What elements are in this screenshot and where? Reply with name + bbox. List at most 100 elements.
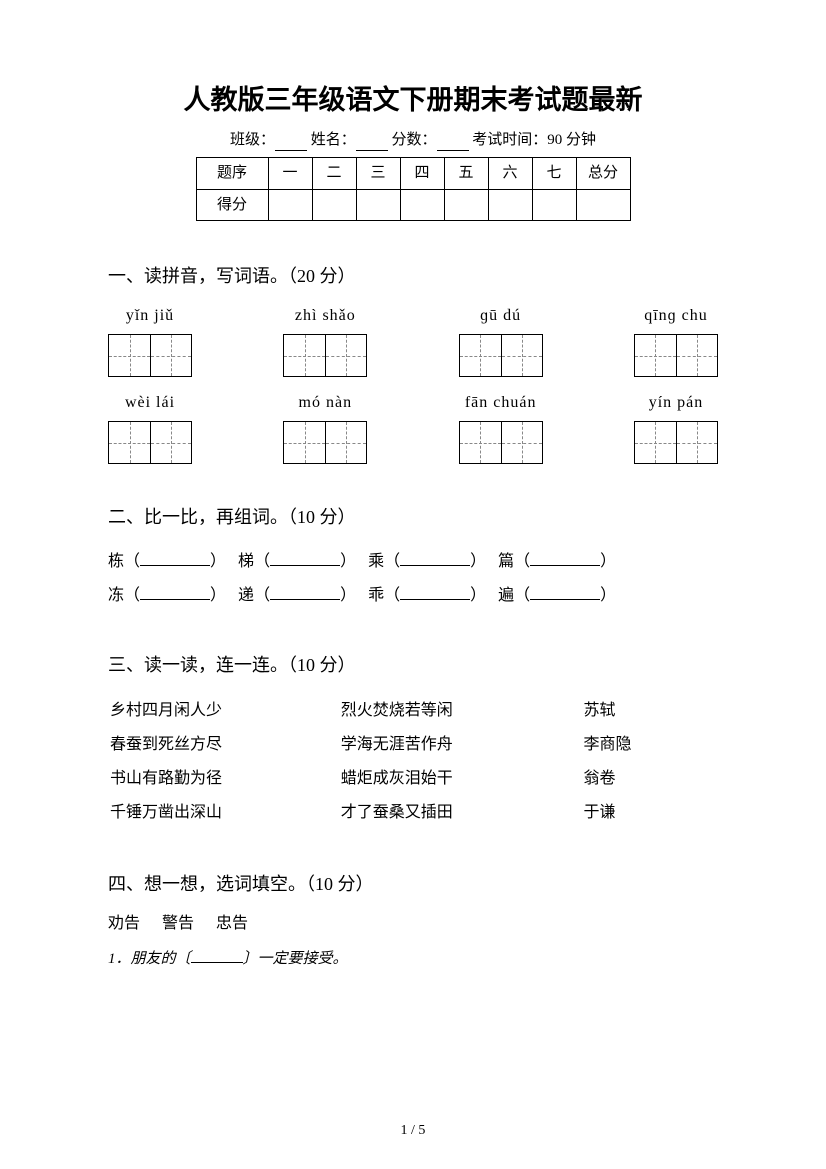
tianzige-box[interactable] [108, 334, 192, 377]
section-4-heading: 四、想一想，选词填空。（10 分） [108, 871, 718, 898]
match-table: 乡村四月闲人少 烈火焚烧若等闲 苏轼 春蚕到死丝方尽 学海无涯苦作舟 李商隐 书… [108, 693, 718, 831]
score-label: 分数： [392, 132, 437, 148]
page-title: 人教版三年级语文下册期末考试题最新 [108, 80, 718, 121]
pinyin-label: fān chuán [459, 391, 543, 415]
fill-blank[interactable] [400, 565, 470, 566]
score-cell[interactable] [444, 189, 488, 221]
match-cell: 书山有路勤为径 [110, 763, 339, 795]
match-cell: 才了蚕桑又插田 [341, 797, 582, 829]
sentence-suffix: 〕一定要接受。 [243, 951, 348, 967]
tianzige-box[interactable] [108, 421, 192, 464]
score-col: 六 [488, 158, 532, 190]
score-col: 二 [312, 158, 356, 190]
pinyin-item: yǐn jiǔ [108, 304, 192, 377]
class-label: 班级： [230, 132, 275, 148]
score-cell[interactable] [356, 189, 400, 221]
pinyin-item: zhì shǎo [283, 304, 367, 377]
section-3: 三、读一读，连一连。（10 分） 乡村四月闲人少 烈火焚烧若等闲 苏轼 春蚕到死… [108, 652, 718, 831]
fill-blank[interactable] [270, 565, 340, 566]
class-blank[interactable] [275, 150, 307, 151]
compare-char: 递 [238, 587, 254, 604]
section-2: 二、比一比，再组词。（10 分） 栋（） 梯（） 乘（） 篇（） 冻（） 递（）… [108, 504, 718, 612]
match-cell: 乡村四月闲人少 [110, 695, 339, 727]
score-col: 三 [356, 158, 400, 190]
word-bank: 劝告 警告 忠告 [108, 912, 718, 936]
match-cell: 李商隐 [584, 729, 716, 761]
section-1-heading: 一、读拼音，写词语。（20 分） [108, 263, 718, 290]
compare-char: 遍 [498, 587, 514, 604]
score-total-label: 总分 [576, 158, 630, 190]
pinyin-item: mó nàn [283, 391, 367, 464]
fill-blank[interactable] [530, 565, 600, 566]
match-cell: 苏轼 [584, 695, 716, 727]
time-label: 考试时间：90 分钟 [472, 132, 596, 148]
pinyin-label: wèi lái [108, 391, 192, 415]
compare-char: 乖 [368, 587, 384, 604]
fill-blank[interactable] [400, 599, 470, 600]
match-cell: 于谦 [584, 797, 716, 829]
score-cell[interactable] [576, 189, 630, 221]
sentence-prefix: 1．朋友的〔 [108, 951, 191, 967]
tianzige-box[interactable] [459, 421, 543, 464]
pinyin-label: zhì shǎo [283, 304, 367, 328]
bank-word: 警告 [162, 915, 194, 932]
match-cell: 学海无涯苦作舟 [341, 729, 582, 761]
tianzige-box[interactable] [459, 334, 543, 377]
student-info-line: 班级： 姓名： 分数： 考试时间：90 分钟 [108, 129, 718, 152]
section-4: 四、想一想，选词填空。（10 分） 劝告 警告 忠告 1．朋友的〔 〕一定要接受。 [108, 871, 718, 971]
section-1: 一、读拼音，写词语。（20 分） yǐn jiǔ zhì shǎo ɡū dú … [108, 263, 718, 464]
pinyin-label: ɡū dú [459, 304, 543, 328]
pinyin-label: yín pán [634, 391, 718, 415]
pinyin-row-1: yǐn jiǔ zhì shǎo ɡū dú qīnɡ chu [108, 304, 718, 377]
pinyin-item: qīnɡ chu [634, 304, 718, 377]
match-cell: 烈火焚烧若等闲 [341, 695, 582, 727]
pinyin-item: wèi lái [108, 391, 192, 464]
compare-rows: 栋（） 梯（） 乘（） 篇（） 冻（） 递（） 乖（） 遍（） [108, 545, 718, 612]
tianzige-box[interactable] [283, 421, 367, 464]
compare-char: 篇 [498, 553, 514, 570]
pinyin-item: ɡū dú [459, 304, 543, 377]
score-cell[interactable] [532, 189, 576, 221]
compare-char: 冻 [108, 587, 124, 604]
score-row1-label: 题序 [196, 158, 268, 190]
bank-word: 劝告 [108, 915, 140, 932]
score-blank[interactable] [437, 150, 469, 151]
pinyin-label: qīnɡ chu [634, 304, 718, 328]
score-table: 题序 一 二 三 四 五 六 七 总分 得分 [196, 157, 631, 221]
section-2-heading: 二、比一比，再组词。（10 分） [108, 504, 718, 531]
bank-word: 忠告 [216, 915, 248, 932]
pinyin-label: yǐn jiǔ [108, 304, 192, 328]
match-cell: 春蚕到死丝方尽 [110, 729, 339, 761]
score-cell[interactable] [400, 189, 444, 221]
section-3-heading: 三、读一读，连一连。（10 分） [108, 652, 718, 679]
fill-blank[interactable] [140, 565, 210, 566]
score-cell[interactable] [312, 189, 356, 221]
compare-row: 栋（） 梯（） 乘（） 篇（） [108, 545, 718, 579]
tianzige-box[interactable] [634, 421, 718, 464]
pinyin-item: yín pán [634, 391, 718, 464]
score-cell[interactable] [488, 189, 532, 221]
compare-row: 冻（） 递（） 乖（） 遍（） [108, 579, 718, 613]
score-col: 一 [268, 158, 312, 190]
fill-blank[interactable] [270, 599, 340, 600]
score-row2-label: 得分 [196, 189, 268, 221]
compare-char: 乘 [368, 553, 384, 570]
fill-blank[interactable] [530, 599, 600, 600]
match-cell: 蜡炬成灰泪始干 [341, 763, 582, 795]
score-cell[interactable] [268, 189, 312, 221]
tianzige-box[interactable] [283, 334, 367, 377]
fill-blank[interactable] [140, 599, 210, 600]
pinyin-item: fān chuán [459, 391, 543, 464]
match-cell: 千锤万凿出深山 [110, 797, 339, 829]
tianzige-box[interactable] [634, 334, 718, 377]
name-label: 姓名： [311, 132, 356, 148]
name-blank[interactable] [356, 150, 388, 151]
pinyin-label: mó nàn [283, 391, 367, 415]
match-cell: 翁卷 [584, 763, 716, 795]
compare-char: 梯 [238, 553, 254, 570]
compare-char: 栋 [108, 553, 124, 570]
score-col: 七 [532, 158, 576, 190]
fill-sentence: 1．朋友的〔 〕一定要接受。 [108, 948, 718, 971]
pinyin-row-2: wèi lái mó nàn fān chuán yín pán [108, 391, 718, 464]
fill-blank[interactable] [191, 962, 243, 963]
